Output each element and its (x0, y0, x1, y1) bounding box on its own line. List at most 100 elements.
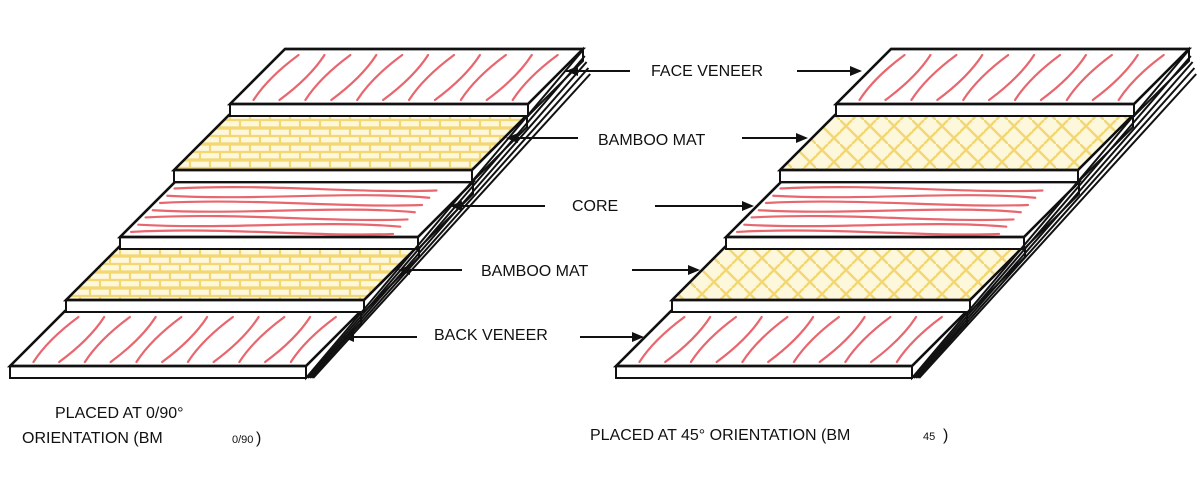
laminate-edge-line (307, 55, 586, 379)
layer-top-face (63, 243, 422, 302)
layer-front-edge (779, 169, 1079, 183)
wood-grain-line (278, 53, 326, 102)
wood-grain-line (263, 315, 312, 364)
wood-grain-line (1013, 53, 1062, 102)
wood-grain-line (382, 53, 430, 102)
laminate-edge-line (305, 49, 584, 379)
laminate-edge-line (918, 73, 1197, 379)
wood-grain-line (109, 315, 157, 364)
arrowhead (398, 265, 410, 275)
wood-grain-line (962, 53, 1010, 102)
laminate-edge-line (913, 55, 1192, 379)
wood-grain-line (186, 315, 234, 364)
laminate-edge-line (308, 61, 588, 379)
layer-outline (227, 47, 586, 106)
labels: FACE VENEER BAMBOO MAT CORE BAMBOO MAT B… (342, 63, 862, 344)
wood-grain-line (664, 315, 712, 364)
wood-grain-line (772, 194, 1037, 199)
wood-grain-line (792, 315, 840, 364)
layer-front-edge (119, 236, 419, 250)
label-back-veneer: BACK VENEER (434, 327, 548, 344)
caption-right-sub: 45 (923, 431, 935, 443)
arrowhead (342, 332, 354, 342)
layer-top-face (171, 113, 530, 172)
wood-grain-line (83, 315, 132, 364)
right-stack (613, 46, 1197, 381)
wood-grain-line (433, 53, 482, 102)
wood-grain-line (173, 186, 438, 193)
arrowhead (450, 201, 462, 211)
wood-grain-line (330, 53, 378, 102)
layer-front-edge (671, 299, 971, 313)
label-bamboo-mat-1: BAMBOO MAT (598, 132, 705, 149)
arrowhead (742, 201, 754, 211)
wood-grain-line (689, 315, 738, 364)
laminate-edge-line (911, 49, 1190, 379)
back-veneer-layer (613, 308, 970, 381)
wood-grain-line (485, 53, 533, 102)
face-veneer-layer (227, 46, 586, 119)
wood-grain-line (884, 53, 932, 102)
layer-front-edge (65, 299, 365, 313)
layer-top-face (669, 243, 1028, 302)
arrowhead (566, 66, 578, 76)
label-face-veneer: FACE VENEER (651, 63, 763, 80)
wood-grain-line (252, 53, 300, 102)
wood-grain-line (144, 214, 409, 222)
wood-grain-line (818, 315, 866, 364)
wood-grain-line (858, 53, 906, 102)
wood-grain-line (511, 53, 559, 102)
wood-grain-line (304, 53, 352, 102)
caption-left-line1: PLACED AT 0/90° (55, 405, 184, 422)
wood-grain-line (767, 315, 815, 364)
wood-grain-line (910, 53, 958, 102)
bamboo-mat-layer-1 (777, 112, 1136, 185)
wood-grain-line (715, 315, 763, 364)
arrowhead (632, 332, 644, 342)
layer-front-edge (173, 169, 473, 183)
wood-grain-line (1039, 53, 1088, 102)
layer-front-edge (835, 103, 1135, 117)
layer-outline (833, 47, 1192, 106)
core-layer (723, 179, 1082, 252)
layer-front-edge (615, 365, 913, 379)
bamboo-mat-layer-2 (669, 242, 1028, 315)
wood-grain-line (779, 186, 1044, 193)
wood-grain-line (1065, 53, 1113, 102)
caption-right: PLACED AT 45° ORIENTATION (BM (590, 427, 850, 444)
label-bamboo-mat-2: BAMBOO MAT (481, 263, 588, 280)
wood-grain-line (158, 200, 424, 207)
wood-grain-line (137, 223, 402, 228)
layer-front-edge (9, 365, 307, 379)
wood-grain-line (936, 53, 984, 102)
wood-grain-line (166, 194, 431, 199)
bamboo-mat-layer-1 (171, 112, 530, 185)
wood-grain-line (407, 53, 456, 102)
wood-grain-line (1091, 53, 1139, 102)
wood-grain-line (129, 229, 395, 236)
wood-grain-line (757, 208, 1022, 214)
label-core: CORE (572, 198, 618, 215)
caption-left-line2: ORIENTATION (BM (22, 430, 163, 447)
wood-grain-line (151, 208, 416, 214)
face-veneer-layer (833, 46, 1192, 119)
wood-grain-line (1117, 53, 1165, 102)
wood-grain-line (58, 315, 106, 364)
arrowhead (688, 265, 700, 275)
wood-grain-line (764, 200, 1030, 207)
captions: PLACED AT 0/90° ORIENTATION (BM 0/90 ) P… (22, 405, 948, 447)
core-layer (117, 179, 476, 252)
wood-grain-line (869, 315, 918, 364)
layer-top-face (777, 113, 1136, 172)
arrowhead (506, 133, 518, 143)
laminate-edge-line (916, 67, 1196, 379)
wood-grain-line (750, 214, 1015, 222)
layer-front-edge (229, 103, 529, 117)
wood-grain-line (735, 229, 1001, 236)
laminate-edge-line (914, 61, 1194, 379)
layer-front-edge (725, 236, 1025, 250)
caption-left-close: ) (256, 430, 261, 447)
wood-grain-line (638, 315, 686, 364)
wood-grain-line (988, 53, 1036, 102)
